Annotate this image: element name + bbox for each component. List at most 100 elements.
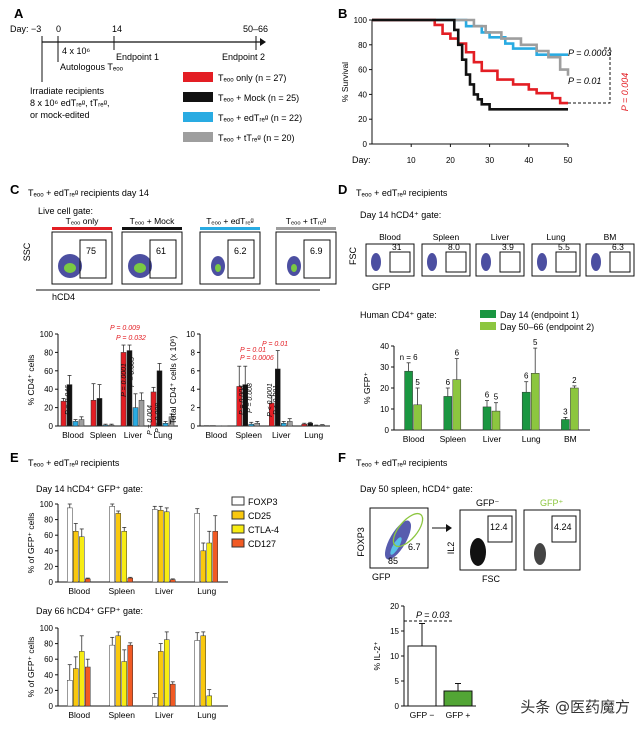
pvalue-left: P = 0.009 [110,325,140,332]
legend-label-cd25: CD25 [248,511,271,521]
facs-f-pos: GFP⁺ 4.24 [523,498,581,571]
panel-c-label: C [10,182,20,197]
bar-chart-cd4-total: 0 2 4 6 8 10 Total CD4⁺ cells (x 10⁶) Blood Sple… [168,330,330,440]
facs-c-population-core [291,264,297,272]
markers-day66-bar [194,640,200,707]
cd4-percent-bar [96,398,103,427]
panel-a-irradiate-line1: Irradiate recipients [30,86,105,96]
facs-c-gate-value: 6.9 [310,246,323,256]
panel-a-legend: Tₑₒₒ only (n = 27) Tₑₒₒ + Mock (n = 25) … [183,72,302,143]
panel-d: D Tₑₒₒ + edTᵣₑᵍ recipients Day 14 hCD4⁺ … [338,182,635,444]
pvalue-right: P = 0.008 [247,383,254,413]
il2-y-tick-label: 20 [390,602,399,611]
cd4-total-category-label: Liver [272,430,291,440]
markers-day14-y-tick-label: 40 [44,547,53,556]
gfp-n-label: 6 [446,378,451,387]
pvalue-left: P = 0.008 [155,403,162,433]
pvalue-right: P = 0.01 [262,341,288,348]
cd4-total-bar [307,422,313,427]
survival-curve-0 [372,18,568,57]
gfp-bar [521,391,531,431]
markers-day66-bar [73,668,79,707]
facs-c-color-bar [52,227,112,230]
markers-day14-y-tick-label: 0 [49,578,54,587]
cd4-total-y-tick-label: 10 [186,330,195,339]
facs-f-plot [369,507,429,569]
facs-f-neg-population [470,538,486,566]
facs-d-gate [445,251,467,273]
markers-day66-y-tick-label: 80 [44,640,53,649]
facs-f-arrow-icon [446,524,452,532]
cd4-total-category-label: Lung [304,430,323,440]
markers-day66-y-tick-label: 60 [44,655,53,664]
facs-d-gate [389,251,411,273]
survival-x-tick-label: 40 [524,156,533,165]
panel-a-irradiate-line3: or mock-edited [30,110,90,120]
facs-c-gate-value: 75 [86,246,96,256]
facs-c-color-bar [122,227,182,230]
facs-c-gate-value: 6.2 [234,246,247,256]
facs-d-population [537,253,547,271]
pvalue-right: P = 0.004 [239,385,246,415]
gfp-n-label: 6 [485,391,490,400]
markers-day66-category-label: Lung [197,710,216,720]
facs-f-gfpneg-title: GFP⁻ [476,498,500,508]
facs-f-gate-ellipse [392,512,424,548]
markers-day14-bar [152,509,158,583]
facs-d-gate [609,251,631,273]
gfp-bar [491,410,501,431]
p-value-il2: P = 0.03 [416,610,449,620]
markers-day14-y-tick-label: 60 [44,531,53,540]
gfp-n-label: 2 [572,376,577,385]
facs-d-population [371,253,381,271]
markers-day66-bar [67,680,73,707]
survival-y-tick-label: 0 [363,140,368,149]
facs-fsc-label: FSC [348,246,358,265]
gfp-y-tick-label: 0 [385,426,390,435]
facs-f-il2-label: IL2 [446,542,456,555]
panel-b-label: B [338,6,347,21]
facs-c-color-bar [276,227,336,230]
gfp-n-label: 5 [415,378,420,387]
markers-day66-bar [85,666,91,707]
markers-day66-bar [109,644,115,707]
gfp-n-label: 5 [533,338,538,347]
facs-f-gate-hi: 6.7 [408,542,421,552]
markers-day66-bar [152,697,158,707]
panel-a: A Day: −3 0 14 50–66 4 x 10⁶ Autologous … [10,6,302,143]
facs-c-population-core [64,263,76,273]
cd4-total-bar [281,422,287,427]
facs-d-population [481,253,491,271]
facs-f-foxp3-label: FOXP3 [356,527,366,557]
facs-f-main: 6.7 85 FOXP3 GFP [356,507,452,582]
panel-a-tick-14: 14 [112,24,122,34]
panel-e-top-gate: Day 14 hCD4⁺ GFP⁺ gate: [36,484,143,494]
panel-e-label: E [10,450,19,465]
facs-d-gate-value: 5.5 [558,242,570,252]
gfp-n-label: n = 6 [400,353,419,362]
p-value-edtreg: P = 0.0003 [568,48,611,58]
facs-c-gate [149,239,177,279]
pvalue-left: P = 0.005 [129,357,136,387]
cd4-total-bar [301,423,307,427]
panel-a-dose: 4 x 10⁶ [62,46,91,56]
gfp-bar [482,406,492,431]
cd4-percent-bar [102,424,109,427]
cd4-percent-category-label: Blood [62,430,84,440]
p-value-bracket [568,47,611,104]
survival-x-tick-label: 30 [485,156,494,165]
facs-row-c: Tₑₒₒ only 75 Tₑₒₒ + Mock 61 Tₑₒₒ + edTᵣₑᵍ 6.2… [51,216,337,285]
legend-swatch-cd127 [231,538,245,548]
cd4-total-bar [248,423,254,427]
markers-day66-bar [158,651,164,707]
cd4-total-y-tick-label: 6 [191,367,196,376]
p-value-red: P = 0.004 [620,73,630,111]
cd4-percent-category-label: Spleen [90,430,117,440]
gfp-bar [570,387,579,431]
facs-d-title: BM [604,232,617,242]
gfp-category-label: Blood [403,434,425,444]
markers-day14-bar [164,511,170,583]
facs-d-gate-value: 3.9 [502,242,514,252]
gfp-y-tick-label: 10 [380,405,389,414]
survival-x-tick-label: 50 [564,156,573,165]
